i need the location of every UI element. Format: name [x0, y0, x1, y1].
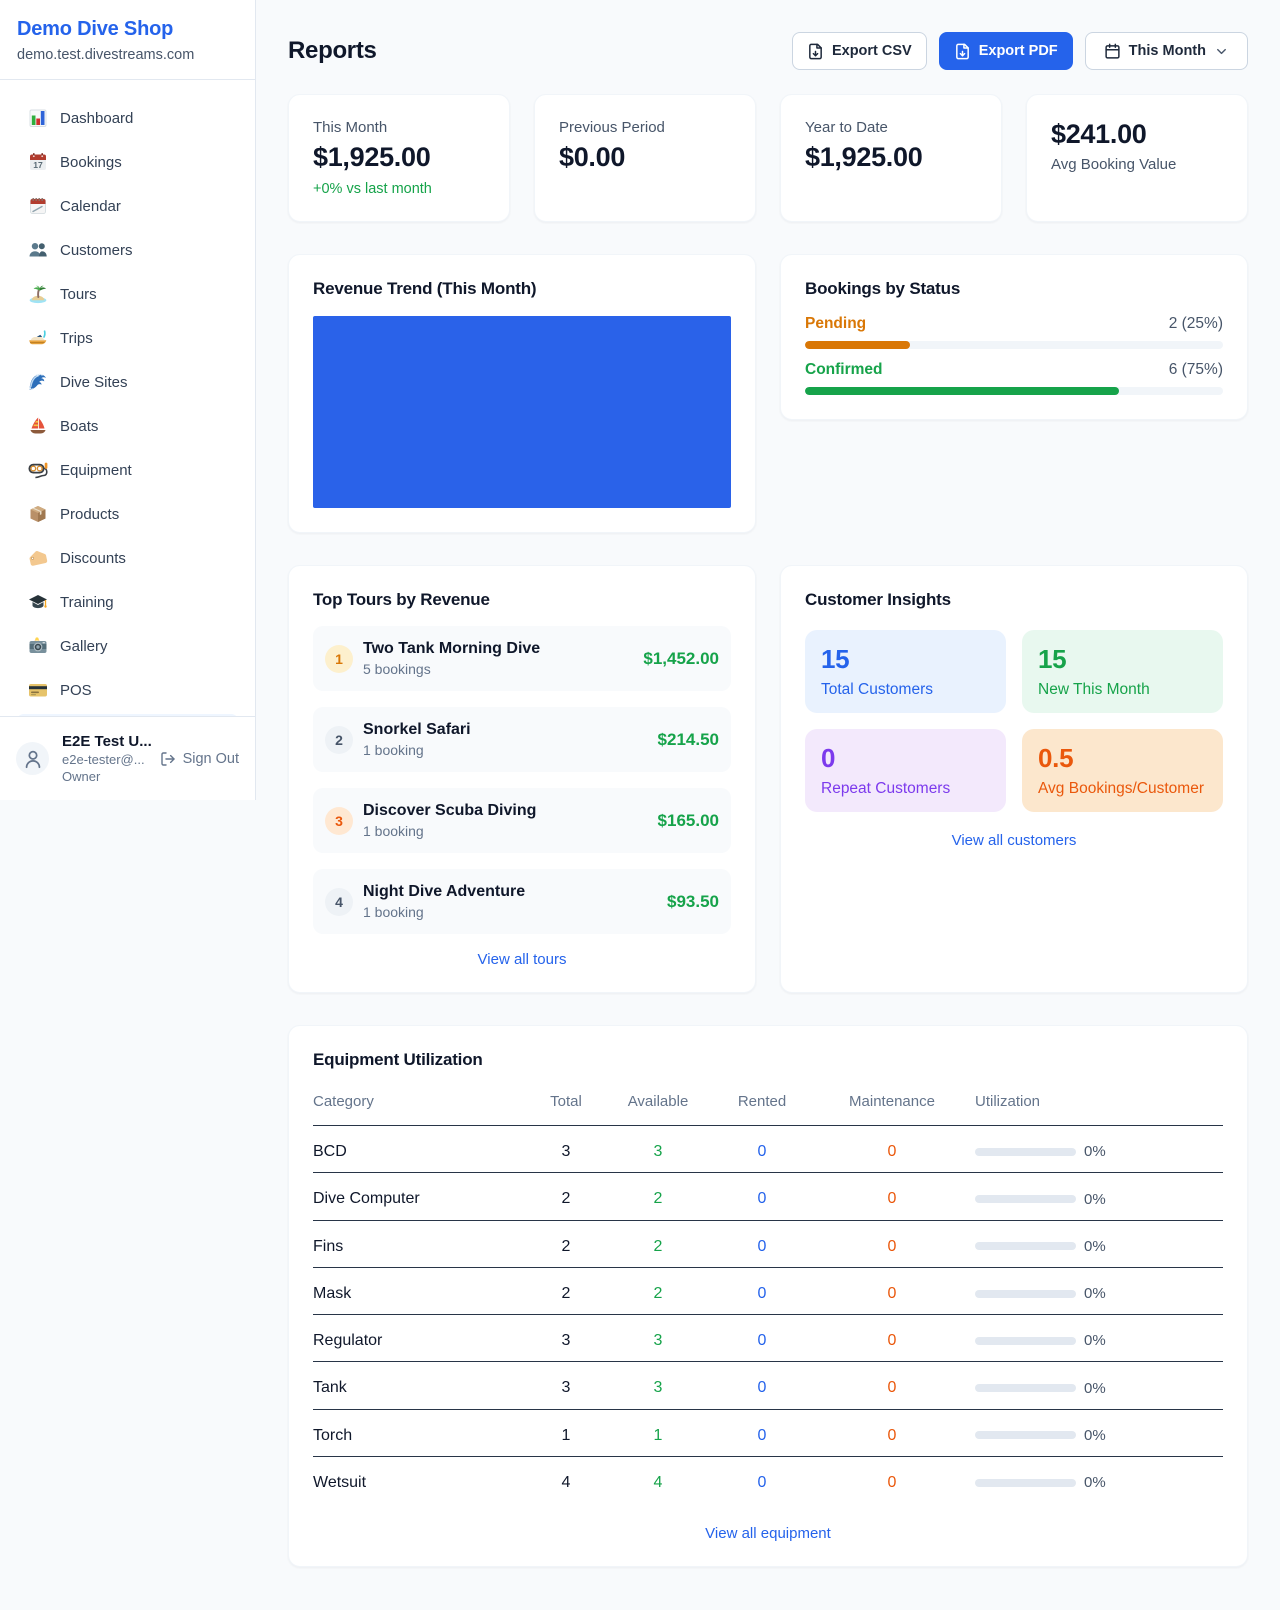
svg-text:17: 17 [33, 160, 43, 170]
